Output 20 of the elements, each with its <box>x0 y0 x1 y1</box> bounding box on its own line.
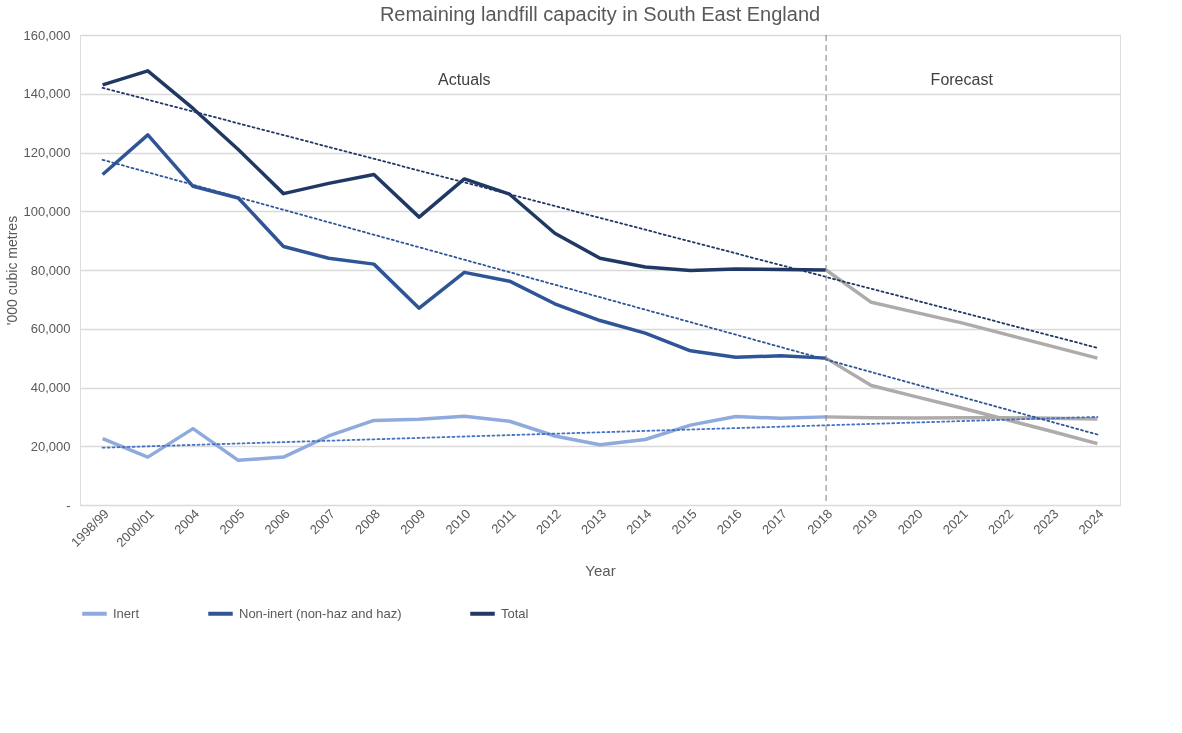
line-series <box>824 268 1100 360</box>
y-tick-label: 100,000 <box>23 203 71 219</box>
y-tick-label: 80,000 <box>30 262 71 278</box>
legend-label: Inert <box>113 605 140 621</box>
y-tick-label: 60,000 <box>30 321 71 337</box>
annotation: Actuals <box>438 70 491 88</box>
y-tick-label: 120,000 <box>23 145 71 160</box>
y-tick-label: 20,000 <box>30 438 71 454</box>
y-tick-label: 160,000 <box>23 27 71 43</box>
y-tick-label: 40,000 <box>30 380 71 395</box>
y-axis-title: '000 cubic metres <box>3 215 20 326</box>
y-tick-label: 140,000 <box>23 86 71 102</box>
annotation: Forecast <box>930 70 994 88</box>
x-axis-title: Year <box>585 561 616 579</box>
line-series <box>824 356 1100 446</box>
legend-label: Total <box>501 605 529 621</box>
chart-title: Remaining landfill capacity in South East England <box>379 3 821 25</box>
legend-label: Non-inert (non-haz and haz) <box>239 605 402 621</box>
y-tick-label: - <box>66 497 71 513</box>
line-series <box>100 414 828 463</box>
